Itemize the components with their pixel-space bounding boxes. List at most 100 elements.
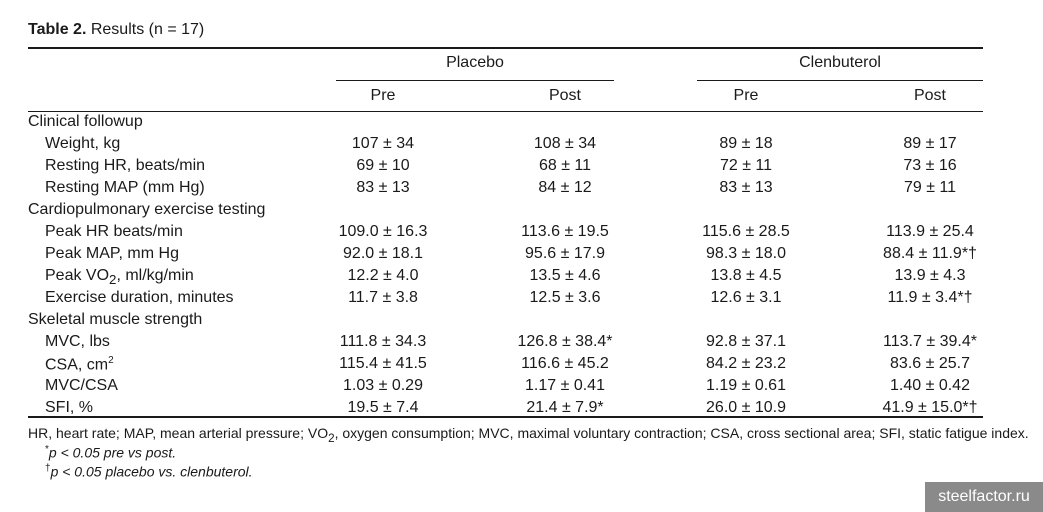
- row-label: SFI, %: [45, 399, 93, 417]
- section-row: Skeletal muscle strength: [0, 311, 1043, 333]
- table-cell: 19.5 ± 7.4: [347, 399, 419, 416]
- table-cell: 72 ± 11: [719, 157, 773, 174]
- row-label: MVC/CSA: [45, 377, 118, 395]
- table-row: Peak MAP, mm Hg 92.0 ± 18.1 95.6 ± 17.9 98.…: [0, 245, 1043, 267]
- table-header-rule: [28, 111, 983, 112]
- table-cell: 13.8 ± 4.5: [710, 267, 782, 284]
- footnote-text-pre-vs-post: p < 0.05 pre vs post.: [48, 444, 177, 461]
- table-cell: 12.5 ± 3.6: [529, 289, 601, 306]
- subheader-placebo-post: Post: [548, 87, 581, 104]
- group-rule-clenbuterol: [697, 80, 983, 81]
- table-cell: 1.40 ± 0.42: [890, 377, 970, 394]
- footnote-text-placebo-vs-clenbuterol: p < 0.05 placebo vs. clenbuterol.: [50, 463, 253, 480]
- footnote-pre-vs-post: *p < 0.05 pre vs post.: [45, 444, 176, 461]
- footnote-mark-asterisk: *: [45, 444, 49, 455]
- table-cell: 88.4 ± 11.9*†: [883, 245, 977, 262]
- row-label-text: Cardiopulmonary exercise testing: [28, 201, 266, 218]
- table-cell: 126.8 ± 38.4*: [517, 333, 613, 350]
- table-cell: 41.9 ± 15.0*†: [882, 399, 978, 416]
- row-label-text: Exercise duration, minutes: [45, 289, 234, 306]
- row-label-text: MVC/CSA: [45, 377, 118, 394]
- row-label-text: Clinical followup: [28, 113, 143, 130]
- section-row: Cardiopulmonary exercise testing: [0, 201, 1043, 223]
- table-cell: 116.6 ± 45.2: [521, 355, 609, 372]
- row-label-text: Peak VO: [45, 267, 110, 284]
- footnote-abbreviations: HR, heart rate; MAP, mean arterial press…: [28, 425, 1029, 445]
- row-label: Peak VO2, ml/kg/min: [45, 267, 194, 287]
- table-cell: 113.7 ± 39.4*: [883, 333, 977, 350]
- table-cell: 115.6 ± 28.5: [702, 223, 790, 240]
- table-caption-label: Table 2.: [28, 21, 87, 38]
- table-cell: 95.6 ± 17.9: [525, 245, 605, 262]
- table-cell: 111.8 ± 34.3: [339, 333, 427, 350]
- table-row: MVC, lbs 111.8 ± 34.3 126.8 ± 38.4* 92.8 ± …: [0, 333, 1043, 355]
- row-label-text: SFI, %: [45, 399, 94, 416]
- table-cell: 79 ± 11: [903, 179, 957, 196]
- table-cell: 113.6 ± 19.5: [521, 223, 609, 240]
- table-top-rule: [28, 47, 983, 49]
- row-label: Exercise duration, minutes: [45, 289, 234, 307]
- table-cell: 89 ± 18: [719, 135, 773, 152]
- subheader-placebo-pre: Pre: [370, 87, 396, 104]
- footnote-abbrev-sub: 2: [328, 431, 335, 445]
- table-cell: 12.2 ± 4.0: [347, 267, 419, 284]
- table-row: MVC/CSA 1.03 ± 0.29 1.17 ± 0.41 1.19 ± 0.61…: [0, 377, 1043, 399]
- subheader-clenbuterol-post: Post: [913, 87, 946, 104]
- table-cell: 13.9 ± 4.3: [894, 267, 966, 284]
- table-row: Resting HR, beats/min 69 ± 10 68 ± 11 72 ± …: [0, 157, 1043, 179]
- table-cell: 83.6 ± 25.7: [890, 355, 970, 372]
- table-cell: 89 ± 17: [903, 135, 957, 152]
- row-label: Weight, kg: [45, 135, 120, 153]
- table-row: Peak HR beats/min 109.0 ± 16.3 113.6 ± 19.…: [0, 223, 1043, 245]
- table-cell: 113.9 ± 25.4: [886, 223, 974, 240]
- row-label-text: Peak HR beats/min: [45, 223, 183, 240]
- table-cell: 98.3 ± 18.0: [706, 245, 786, 262]
- row-label-text: Resting MAP (mm Hg): [45, 179, 205, 196]
- table-cell: 92.8 ± 37.1: [706, 333, 786, 350]
- row-label: Peak HR beats/min: [45, 223, 183, 241]
- table-cell: 84.2 ± 23.2: [706, 355, 786, 372]
- table-cell: 107 ± 34: [351, 135, 415, 152]
- row-label: CSA, cm2: [45, 355, 114, 374]
- watermark: steelfactor.ru: [925, 482, 1043, 512]
- row-label: Resting HR, beats/min: [45, 157, 205, 175]
- table-cell: 11.9 ± 3.4*†: [887, 289, 973, 306]
- row-label-text: MVC, lbs: [45, 333, 110, 350]
- table-bottom-rule: [28, 416, 983, 418]
- table-cell: 13.5 ± 4.6: [529, 267, 601, 284]
- table-cell: 1.17 ± 0.41: [525, 377, 605, 394]
- section-label: Cardiopulmonary exercise testing: [28, 201, 265, 219]
- row-label: Resting MAP (mm Hg): [45, 179, 205, 197]
- table-cell: 1.03 ± 0.29: [343, 377, 423, 394]
- section-label: Skeletal muscle strength: [28, 311, 202, 329]
- table-cell: 26.0 ± 10.9: [706, 399, 786, 416]
- table-row: Resting MAP (mm Hg) 83 ± 13 84 ± 12 83 ± 13…: [0, 179, 1043, 201]
- table-caption: Table 2. Results (n = 17): [28, 21, 204, 39]
- table-cell: 11.7 ± 3.8: [348, 289, 418, 306]
- row-label: Peak MAP, mm Hg: [45, 245, 179, 263]
- row-label-rest: , ml/kg/min: [116, 267, 194, 284]
- table-cell: 109.0 ± 16.3: [338, 223, 428, 240]
- footnote-abbrev-part-b: , oxygen consumption; MVC, maximal volun…: [334, 425, 1029, 441]
- group-header-clenbuterol: Clenbuterol: [799, 54, 881, 71]
- table-row: SFI, % 19.5 ± 7.4 21.4 ± 7.9* 26.0 ± 10.9 41…: [0, 399, 1043, 421]
- table-cell: 69 ± 10: [356, 157, 410, 174]
- table-cell: 92.0 ± 18.1: [343, 245, 423, 262]
- footnote-abbrev-part-a: HR, heart rate; MAP, mean arterial press…: [28, 425, 329, 441]
- section-label: Clinical followup: [28, 113, 143, 131]
- table-cell: 84 ± 12: [538, 179, 592, 196]
- row-label-subscript: 2: [109, 272, 117, 288]
- table-cell: 108 ± 34: [533, 135, 597, 152]
- table-cell: 115.4 ± 41.5: [339, 355, 427, 372]
- table-cell: 21.4 ± 7.9*: [526, 399, 604, 416]
- footnote-mark-dagger: †: [45, 463, 51, 474]
- table-cell: 73 ± 16: [903, 157, 957, 174]
- table-cell: 68 ± 11: [538, 157, 592, 174]
- subheader-clenbuterol-pre: Pre: [733, 87, 759, 104]
- row-label-text: Peak MAP, mm Hg: [45, 245, 179, 262]
- row-label-text: Skeletal muscle strength: [28, 311, 203, 328]
- table-row: Peak VO2, ml/kg/min 12.2 ± 4.0 13.5 ± 4.6 1…: [0, 267, 1043, 289]
- table-row: Weight, kg 107 ± 34 108 ± 34 89 ± 18 89 ± 17: [0, 135, 1043, 157]
- group-rule-placebo: [336, 80, 614, 81]
- row-label-text: Resting HR, beats/min: [45, 157, 206, 174]
